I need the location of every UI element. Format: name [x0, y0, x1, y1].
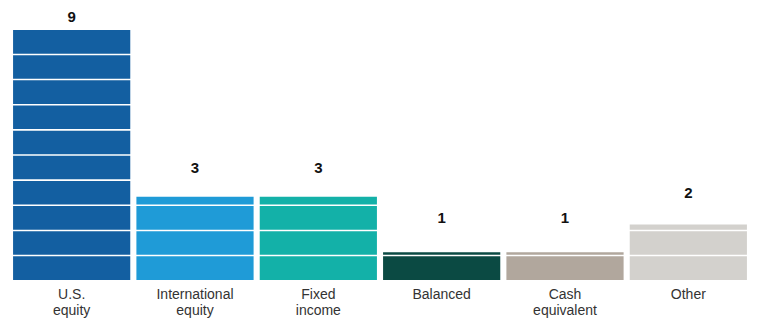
svg-text:2: 2 [684, 184, 692, 201]
svg-text:1: 1 [437, 209, 445, 226]
svg-text:Other: Other [671, 286, 706, 302]
svg-text:U.S.: U.S. [58, 286, 85, 302]
svg-text:Cash: Cash [549, 286, 582, 302]
svg-text:International: International [156, 286, 233, 302]
svg-text:Balanced: Balanced [412, 286, 470, 302]
svg-text:9: 9 [67, 8, 75, 25]
svg-text:equity: equity [53, 302, 90, 318]
svg-text:3: 3 [314, 159, 322, 176]
svg-text:1: 1 [561, 209, 569, 226]
svg-text:income: income [296, 302, 341, 318]
svg-text:3: 3 [191, 159, 199, 176]
svg-text:equity: equity [176, 302, 213, 318]
svg-text:Fixed: Fixed [301, 286, 335, 302]
svg-text:equivalent: equivalent [533, 302, 597, 318]
